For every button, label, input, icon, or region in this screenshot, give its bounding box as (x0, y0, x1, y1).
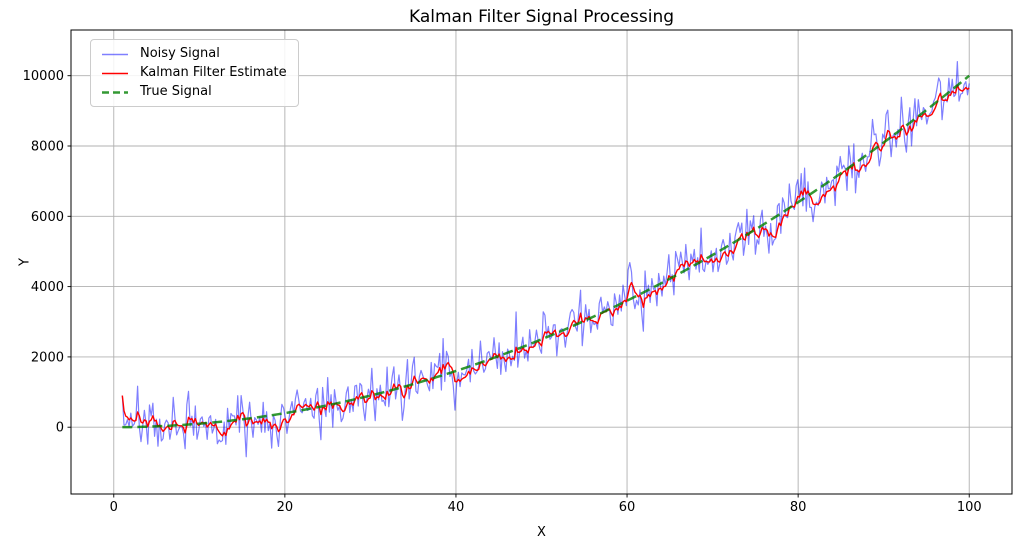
legend-label-kalman-estimate: Kalman Filter Estimate (140, 65, 287, 80)
y-tick-label: 4000 (31, 280, 64, 295)
x-tick-label: 20 (277, 500, 294, 515)
x-tick-label: 40 (448, 500, 465, 515)
legend-item-noisy-signal: Noisy Signal (100, 47, 287, 61)
legend-label-true-signal: True Signal (140, 84, 212, 99)
legend: Noisy Signal Kalman Filter Estimate True… (90, 39, 299, 107)
y-tick-label: 8000 (31, 140, 64, 155)
x-axis-label: X (537, 525, 546, 540)
true-signal-line (122, 74, 971, 429)
chart-title: Kalman Filter Signal Processing (408, 7, 675, 27)
legend-label-noisy-signal: Noisy Signal (140, 46, 220, 61)
legend-line-true-signal-icon (102, 90, 128, 94)
y-tick-label: 2000 (31, 350, 64, 365)
x-tick-label: 80 (790, 500, 807, 515)
legend-item-true-signal: True Signal (100, 85, 287, 99)
noisy-signal-line (121, 61, 970, 458)
x-tick-label: 100 (957, 500, 982, 515)
kalman-estimate-line (121, 84, 970, 437)
y-tick-label: 0 (56, 421, 64, 436)
legend-item-kalman-estimate: Kalman Filter Estimate (100, 66, 287, 80)
legend-line-kalman-estimate-icon (102, 72, 128, 74)
plot-border (70, 29, 1013, 495)
y-tick-label: 10000 (23, 69, 64, 84)
y-tick-label: 6000 (31, 210, 64, 225)
x-tick-label: 60 (619, 500, 636, 515)
legend-line-noisy-signal-icon (102, 53, 128, 55)
x-tick-label: 0 (110, 500, 118, 515)
